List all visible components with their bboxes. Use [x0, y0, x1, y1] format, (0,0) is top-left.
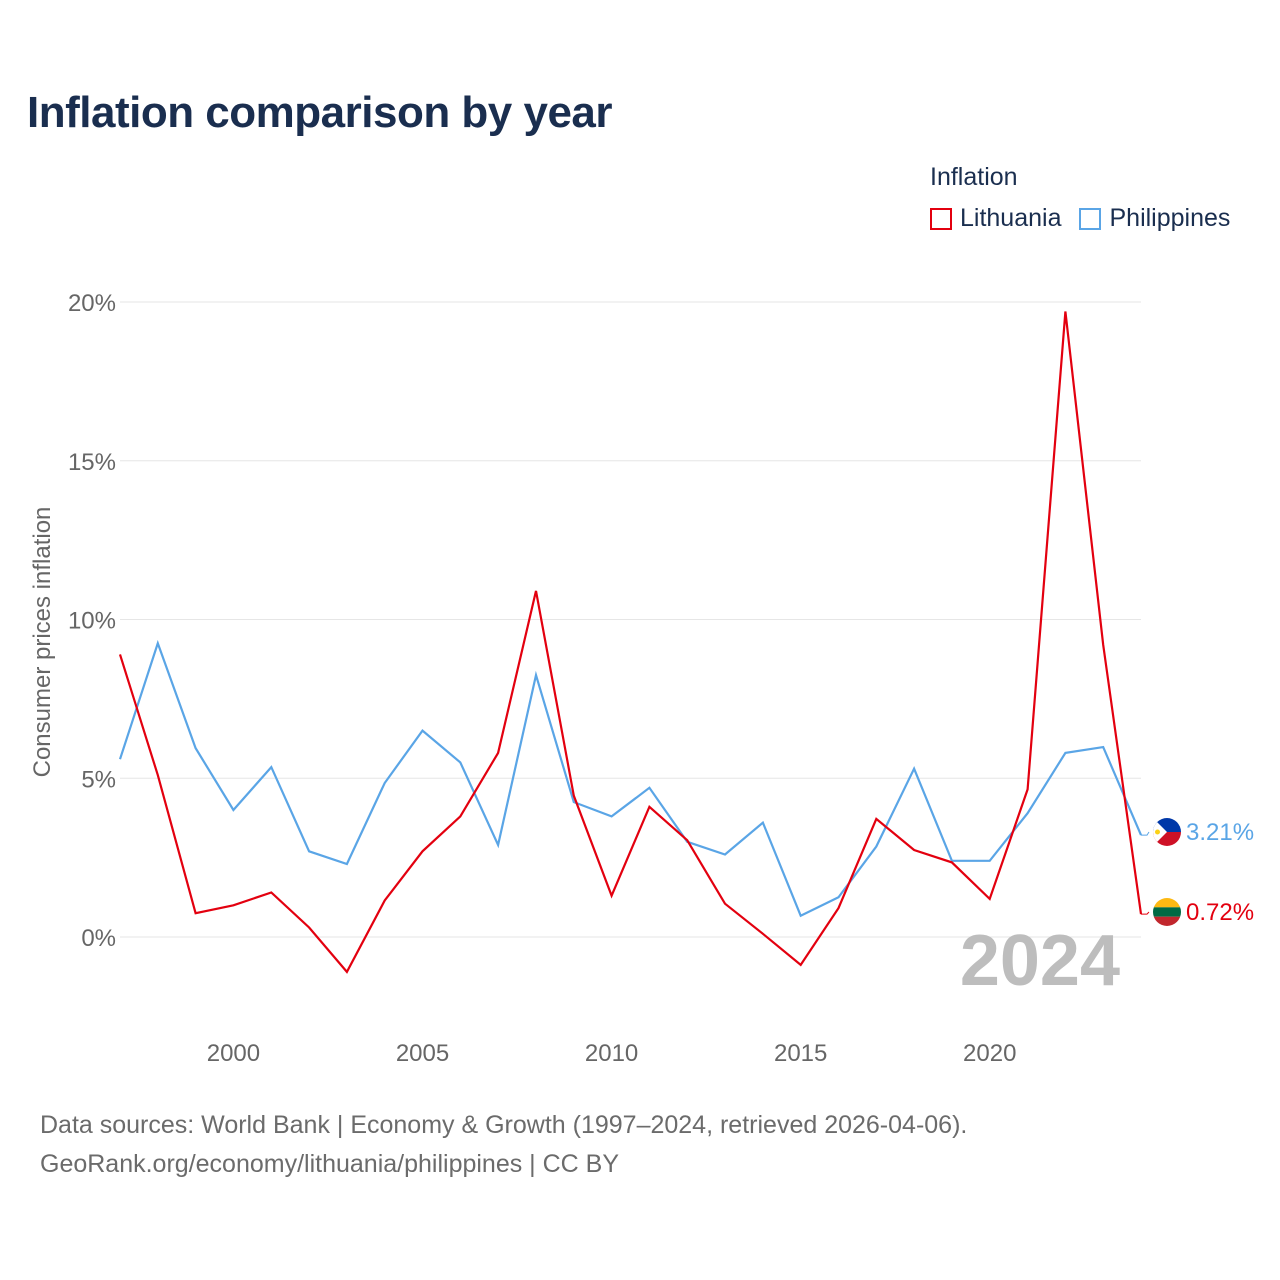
legend-item-philippines[interactable]: Philippines — [1079, 204, 1230, 233]
legend-label-philippines: Philippines — [1109, 204, 1231, 232]
series-line-philippines[interactable] — [118, 639, 1143, 918]
y-tick-label: 0% — [81, 925, 116, 952]
y-tick-label: 15% — [68, 449, 116, 476]
end-label-connector-philippines — [1141, 831, 1150, 836]
x-tick-label: 2005 — [396, 1040, 449, 1067]
chart-title: Inflation comparison by year — [27, 88, 613, 137]
y-axis-label: Consumer prices inflation — [29, 507, 56, 778]
legend-swatch-lithuania — [930, 207, 952, 230]
data-source-text: Data sources: World Bank | Economy & Gro… — [40, 1111, 968, 1139]
philippines-flag-icon — [1153, 818, 1181, 846]
y-tick-label: 10% — [68, 608, 116, 635]
lithuania-flag-icon — [1153, 898, 1181, 926]
x-tick-label: 2020 — [963, 1040, 1016, 1067]
y-tick-label: 20% — [68, 290, 116, 317]
x-tick-label: 2000 — [207, 1040, 260, 1067]
legend-item-lithuania[interactable]: Lithuania — [930, 204, 1061, 233]
year-annotation: 2024 — [960, 921, 1120, 1001]
footer: Data sources: World Bank | Economy & Gro… — [40, 1106, 967, 1184]
legend: Inflation Lithuania Philippines — [930, 163, 1230, 233]
x-tick-label: 2010 — [585, 1040, 638, 1067]
x-tick-label: 2015 — [774, 1040, 827, 1067]
legend-label-lithuania: Lithuania — [960, 204, 1062, 232]
legend-title: Inflation — [930, 163, 1018, 191]
line-chart: 0%5%10%15%20% 2000 2005 2010 2015 2020 2024 … — [29, 290, 1254, 1067]
attribution-text: GeoRank.org/economy/lithuania/philippine… — [40, 1150, 620, 1178]
y-tick-label: 5% — [81, 766, 116, 793]
series-line-lithuania[interactable] — [118, 311, 1143, 974]
legend-swatch-philippines — [1079, 207, 1102, 230]
end-label-philippines: 3.21% — [1186, 819, 1254, 846]
end-label-connector-lithuania — [1141, 911, 1150, 915]
end-label-lithuania: 0.72% — [1186, 899, 1254, 926]
